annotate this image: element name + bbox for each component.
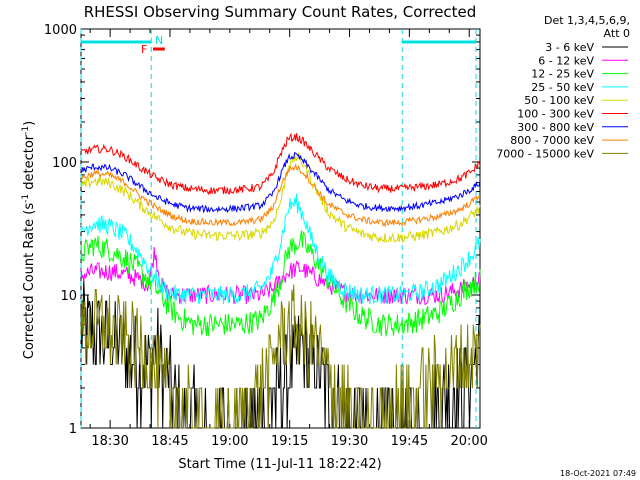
legend-label-8: 7000 - 15000 keV [496,147,594,160]
plot-area: 1 10 100 1000 18:30 18:45 19:00 19:15 19:30 19:45… [44,23,488,449]
y-axis-label-sup1: -1 [21,194,31,203]
series-line-7 [80,163,481,228]
legend-label-6: 300 - 800 keV [517,121,594,134]
legend-label-3: 25 - 50 keV [531,81,594,94]
legend-header-2: Att 0 [604,27,630,40]
series-line-0 [80,279,481,429]
series-line-5 [80,132,481,196]
x-tick-label: 19:15 [271,434,308,449]
series-line-6 [80,151,481,214]
chart-title: RHESSI Observing Summary Count Rates, Co… [84,3,477,21]
x-tick-label: 18:45 [151,434,188,449]
x-axis-label: Start Time (11-Jul-11 18:22:42) [178,457,381,472]
y-tick-label: 10 [60,289,77,304]
legend-label-5: 100 - 300 keV [517,108,594,121]
series-line-8 [80,284,481,429]
y-axis-label-sup2: -1 [21,126,31,135]
legend-label-1: 6 - 12 keV [538,54,594,67]
y-axis-label-mid: detector [22,134,37,194]
legend-label-7: 800 - 7000 keV [510,134,594,147]
flare-flag-label: F [141,43,147,56]
footer-date: 18-Oct-2021 07:49 [560,469,636,478]
series-line-4 [80,151,481,244]
series-line-3 [80,193,481,305]
night-flag-label: N [155,34,163,47]
x-tick-label: 19:00 [211,434,248,449]
y-axis-label-main: Corrected Count Rate (s [22,203,37,360]
x-tick-label: 19:45 [391,434,428,449]
x-tick-label: 20:00 [450,434,487,449]
series-line-2 [80,230,481,337]
y-axis-label: Corrected Count Rate (s-1 detector-1) [21,121,37,359]
y-tick-label: 100 [52,156,77,171]
x-tick-label: 18:30 [91,434,128,449]
legend-label-0: 3 - 6 keV [545,41,594,54]
x-tick-label: 19:30 [331,434,368,449]
legend-header-1: Det 1,3,4,5,6,9, [544,14,630,27]
legend-label-4: 50 - 100 keV [524,94,594,107]
y-tick-label: 1 [69,422,77,437]
y-tick-label: 1000 [44,23,77,38]
y-axis-label-end: ) [22,121,37,126]
legend-label-2: 12 - 25 keV [531,68,594,81]
